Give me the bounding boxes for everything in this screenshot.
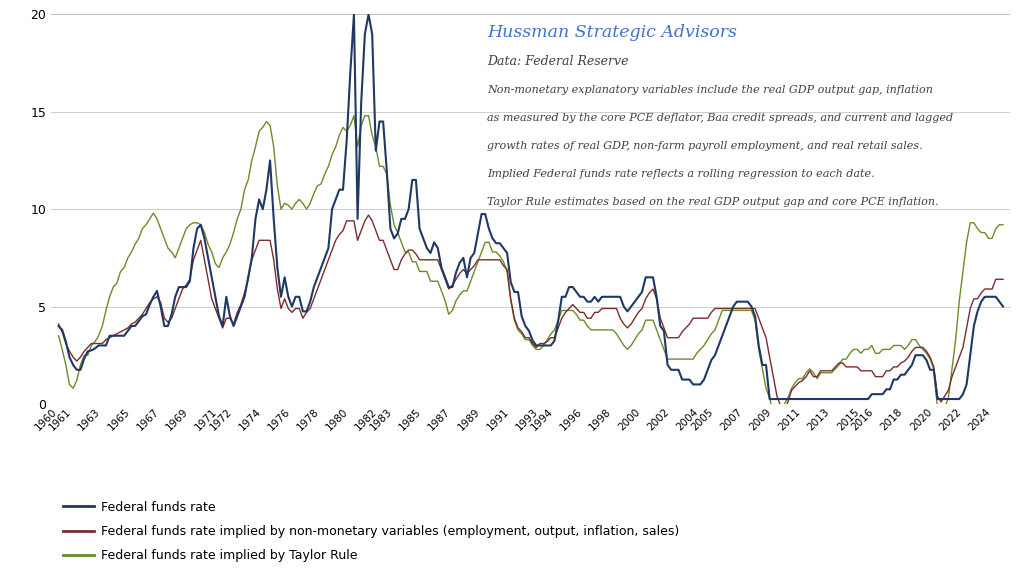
Text: Hussman Strategic Advisors: Hussman Strategic Advisors: [487, 24, 737, 41]
Text: Non-monetary explanatory variables include the real GDP output gap, inflation: Non-monetary explanatory variables inclu…: [487, 85, 933, 95]
Text: as measured by the core PCE deflator, Baa credit spreads, and current and lagged: as measured by the core PCE deflator, Ba…: [487, 113, 953, 122]
Text: Taylor Rule estimates based on the real GDP output gap and core PCE inflation.: Taylor Rule estimates based on the real …: [487, 197, 939, 207]
Legend: Federal funds rate, Federal funds rate implied by non-monetary variables (employ: Federal funds rate, Federal funds rate i…: [57, 496, 685, 567]
Text: Data: Federal Reserve: Data: Federal Reserve: [487, 55, 628, 68]
Text: growth rates of real GDP, non-farm payroll employment, and real retail sales.: growth rates of real GDP, non-farm payro…: [487, 141, 922, 151]
Text: Implied Federal funds rate reflects a rolling regression to each date.: Implied Federal funds rate reflects a ro…: [487, 168, 875, 179]
